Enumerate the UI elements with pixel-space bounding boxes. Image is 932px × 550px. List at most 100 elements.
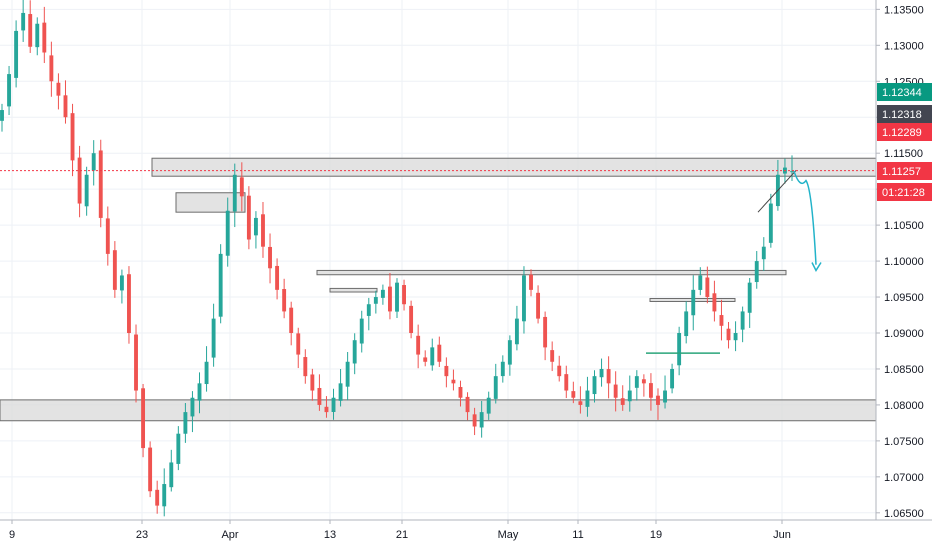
- candle-body: [550, 350, 555, 362]
- candle-body: [148, 447, 153, 492]
- y-tick-label: 1.07500: [884, 436, 924, 448]
- candle-body: [522, 275, 526, 322]
- candle-body: [677, 333, 682, 366]
- candle-body: [585, 390, 590, 407]
- price-badge-label: 1.12344: [882, 87, 922, 99]
- grid-lines: [0, 0, 876, 520]
- candle-body: [656, 395, 660, 405]
- zone-box[interactable]: [151, 157, 877, 177]
- x-tick-label: 9: [9, 529, 15, 541]
- candle-body: [218, 253, 223, 317]
- candle-body: [670, 368, 675, 389]
- candle-body: [458, 386, 463, 398]
- zone-box[interactable]: [329, 287, 378, 293]
- y-tick-label: 1.10500: [884, 220, 924, 232]
- candle-body: [310, 374, 315, 391]
- price-badges: 1.12344 1.12318 1.12289 1.11257 01:21:28: [877, 83, 932, 201]
- candle-body: [437, 344, 442, 362]
- candle-body: [613, 384, 618, 398]
- price-badge-label: 01:21:28: [882, 187, 925, 199]
- price-badge[interactable]: [877, 105, 932, 123]
- zone-box[interactable]: [0, 399, 877, 422]
- y-tick-label: 1.06500: [884, 508, 924, 520]
- y-tick-label: 1.08000: [884, 400, 924, 412]
- candle-body: [204, 361, 209, 385]
- candle-body: [63, 95, 68, 118]
- candle-body: [35, 23, 40, 48]
- trend-line[interactable]: [757, 170, 797, 213]
- price-badge-label: 1.12289: [882, 127, 922, 139]
- candle-body: [599, 368, 604, 378]
- candle-body: [380, 289, 385, 298]
- candle-body: [747, 282, 752, 313]
- candle-body: [698, 275, 703, 290]
- candle-body: [84, 174, 89, 207]
- candle-body: [127, 274, 131, 334]
- candle-body: [211, 318, 216, 358]
- y-tick-label: 1.07000: [884, 472, 924, 484]
- candle-body: [564, 374, 569, 391]
- x-tick-label: 11: [572, 529, 583, 541]
- candle-body: [366, 304, 371, 316]
- price-badge-label: 1.12318: [882, 109, 922, 121]
- price-badge[interactable]: [877, 162, 932, 180]
- candle-body: [761, 246, 766, 260]
- candle-body: [268, 246, 272, 269]
- zone-box[interactable]: [316, 269, 787, 276]
- candle-body: [402, 285, 406, 305]
- candle-body: [296, 333, 301, 355]
- y-tick-label: 1.13500: [884, 4, 924, 16]
- candle-body: [571, 391, 576, 398]
- candle-body: [444, 365, 449, 377]
- candle-body: [790, 171, 794, 173]
- candlestick-series: [0, 0, 794, 517]
- candle-body: [225, 210, 230, 256]
- candle-body: [641, 379, 646, 384]
- candle-body: [98, 150, 103, 218]
- candle-body: [395, 282, 399, 312]
- candle-body: [691, 289, 696, 316]
- candle-body: [21, 12, 26, 31]
- price-badge[interactable]: [877, 83, 932, 101]
- projection-arrowhead: [811, 262, 822, 272]
- x-tick-label: 13: [324, 529, 336, 541]
- candle-body: [324, 406, 329, 413]
- candle-body: [105, 218, 110, 254]
- candle-body: [303, 357, 308, 377]
- candle-body: [345, 361, 350, 387]
- candle-body: [740, 311, 745, 330]
- candle-body: [536, 292, 541, 319]
- candle-body: [712, 293, 717, 312]
- candle-body: [557, 365, 562, 377]
- drawing-annotations: [646, 170, 822, 354]
- candle-body: [246, 195, 251, 240]
- candle-body: [359, 318, 364, 344]
- candle-body: [606, 369, 611, 384]
- price-badge[interactable]: [877, 183, 932, 201]
- candle-body: [592, 376, 597, 395]
- support-resistance-zones: [0, 157, 877, 422]
- candle-body: [261, 214, 265, 247]
- price-badge[interactable]: [877, 123, 932, 141]
- candle-body: [28, 14, 33, 47]
- candle-body: [684, 311, 689, 337]
- candle-body: [578, 401, 583, 405]
- candle-body: [451, 379, 456, 384]
- candle-body: [543, 316, 548, 348]
- candle-body: [42, 22, 47, 53]
- projection-path[interactable]: [793, 170, 817, 265]
- candle-body: [634, 376, 639, 388]
- candle-body: [529, 274, 533, 290]
- candle-body: [493, 376, 498, 399]
- x-tick-label: 21: [396, 529, 408, 541]
- candle-body: [70, 113, 75, 161]
- candle-body: [430, 347, 435, 366]
- candle-body: [282, 289, 287, 312]
- candle-body: [338, 383, 343, 401]
- candle-body: [197, 383, 202, 401]
- candle-body: [486, 397, 491, 414]
- y-tick-label: 1.08500: [884, 364, 924, 376]
- candle-body: [648, 383, 653, 398]
- candle-body: [239, 177, 244, 197]
